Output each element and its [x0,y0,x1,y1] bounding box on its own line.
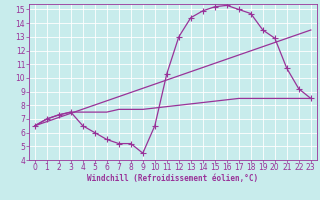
X-axis label: Windchill (Refroidissement éolien,°C): Windchill (Refroidissement éolien,°C) [87,174,258,183]
